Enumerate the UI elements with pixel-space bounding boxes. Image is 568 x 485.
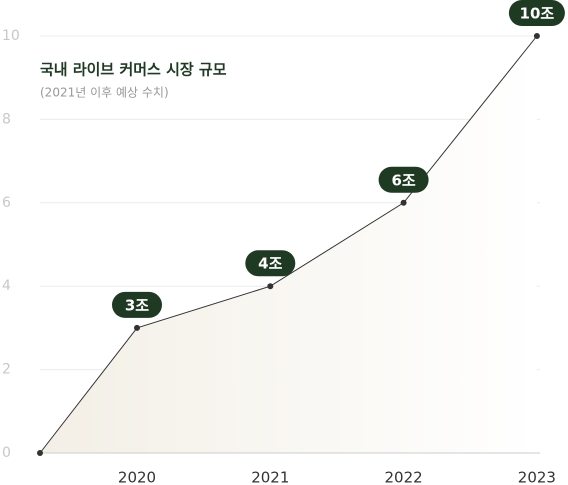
y-tick-label: 4	[2, 278, 11, 294]
y-tick-label: 6	[2, 195, 11, 211]
label-pill	[112, 291, 162, 318]
y-tick-label: 10	[2, 28, 20, 44]
value-label-text: 6조	[391, 171, 415, 189]
x-tick-label: 2020	[118, 469, 156, 485]
value-label: 4조	[245, 250, 296, 277]
value-label: 3조	[112, 291, 162, 318]
y-tick-label: 8	[2, 111, 11, 127]
chart-title: 국내 라이브 커머스 시장 규모	[40, 61, 227, 79]
value-label-text: 3조	[125, 296, 149, 314]
value-label: 10조	[508, 0, 565, 26]
y-tick-label: 2	[2, 362, 11, 378]
x-tick-label: 2023	[518, 469, 556, 485]
point	[533, 33, 540, 39]
x-tick-label: 2022	[385, 469, 423, 485]
point	[267, 283, 274, 290]
value-label-text: 4조	[258, 255, 282, 273]
area	[40, 36, 537, 453]
value-label-text: 10조	[520, 5, 555, 23]
label-pill	[378, 166, 429, 193]
point	[134, 324, 140, 331]
label-pill	[245, 250, 296, 277]
point	[37, 450, 43, 456]
value-label: 6조	[378, 166, 429, 193]
label-pill	[508, 0, 565, 26]
y-tick-label: 0	[2, 445, 11, 461]
x-tick-label: 2021	[251, 469, 289, 485]
chart-subtitle: (2021년 이후 예상 수치)	[40, 86, 169, 100]
point	[400, 199, 407, 206]
